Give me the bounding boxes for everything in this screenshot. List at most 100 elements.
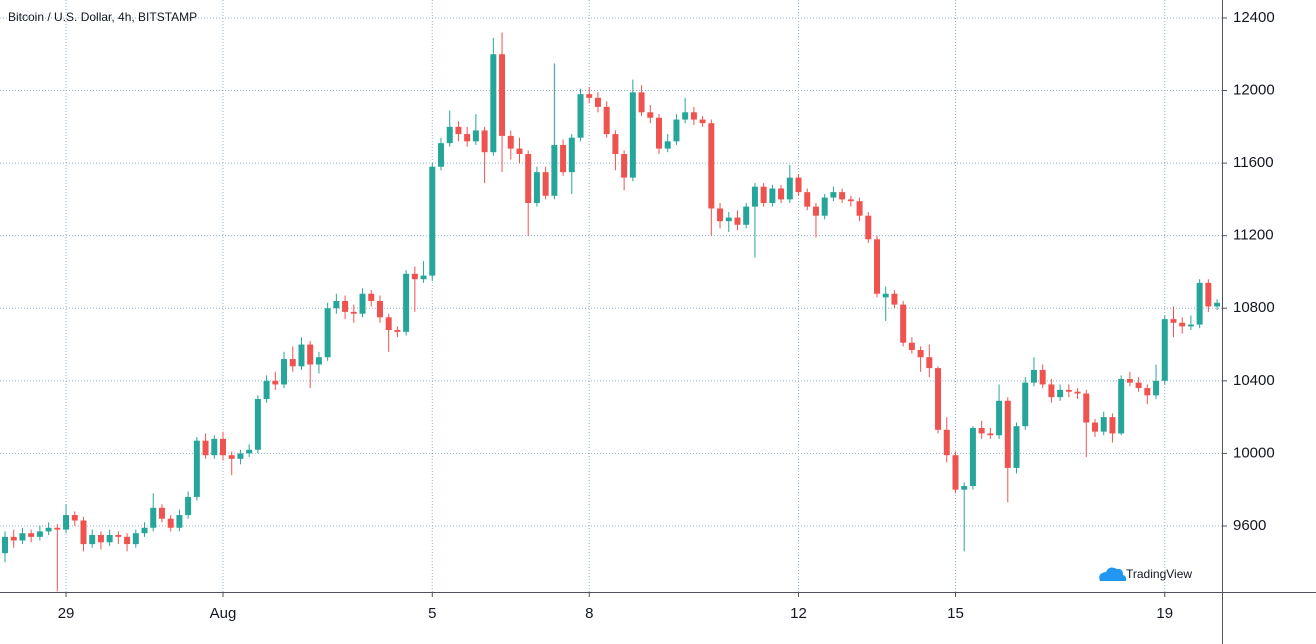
candle-body bbox=[1083, 393, 1090, 423]
candle-body bbox=[1048, 384, 1055, 398]
candle-body bbox=[446, 126, 453, 144]
candle-body bbox=[193, 440, 200, 497]
candle-body bbox=[656, 117, 662, 149]
candle-body bbox=[202, 440, 209, 456]
y-tick-label: 9600 bbox=[1233, 517, 1266, 534]
candle-body bbox=[856, 201, 863, 216]
candle-body bbox=[115, 535, 122, 537]
candle-body bbox=[1065, 389, 1072, 392]
candle-body bbox=[324, 308, 331, 358]
candle-body bbox=[307, 344, 314, 365]
candle-body bbox=[80, 520, 87, 545]
candle-body bbox=[1030, 369, 1037, 383]
y-tick-label: 12400 bbox=[1233, 9, 1275, 26]
candle-body bbox=[158, 507, 165, 519]
y-tick-label: 11600 bbox=[1233, 154, 1274, 171]
candle-body bbox=[2, 536, 8, 554]
candle-body bbox=[917, 349, 924, 358]
candle-body bbox=[952, 455, 959, 490]
candle-body bbox=[1161, 319, 1168, 381]
candle-body bbox=[333, 300, 340, 309]
candle-body bbox=[908, 342, 915, 350]
candle-body bbox=[132, 533, 139, 545]
watermark: TradingView bbox=[1099, 567, 1192, 581]
candle-body bbox=[978, 427, 985, 434]
candle-body bbox=[594, 97, 601, 107]
candle-body bbox=[289, 359, 296, 367]
candle-body bbox=[638, 92, 645, 113]
candle-body bbox=[167, 518, 174, 528]
candle-body bbox=[891, 293, 898, 305]
candle-body bbox=[1013, 426, 1020, 468]
candle-body bbox=[743, 206, 750, 225]
candle-body bbox=[141, 527, 148, 534]
candle-body bbox=[699, 119, 706, 124]
candle-body bbox=[682, 112, 689, 120]
candles bbox=[2, 32, 1221, 592]
candle-body bbox=[664, 141, 671, 149]
candle-body bbox=[1196, 282, 1203, 325]
candle-body bbox=[19, 533, 26, 541]
candle-body bbox=[298, 344, 305, 367]
candle-body bbox=[368, 293, 375, 301]
candle-body bbox=[420, 275, 427, 280]
candle-body bbox=[376, 300, 383, 318]
candle-body bbox=[28, 533, 35, 537]
candle-body bbox=[220, 438, 226, 456]
candle-body bbox=[281, 359, 288, 385]
candle-body bbox=[1092, 422, 1098, 432]
candle-body bbox=[438, 143, 444, 167]
watermark-logo bbox=[1099, 567, 1127, 581]
candle-body bbox=[350, 311, 357, 314]
candle-body bbox=[725, 217, 732, 222]
candle-body bbox=[106, 535, 113, 543]
x-tick-label: 8 bbox=[585, 605, 593, 622]
candle-body bbox=[394, 330, 401, 332]
candle-body bbox=[996, 400, 1003, 436]
candle-body bbox=[228, 455, 235, 459]
candle-body bbox=[1135, 382, 1142, 389]
candle-body bbox=[812, 206, 819, 216]
y-tick-label: 10400 bbox=[1233, 372, 1275, 389]
candle-body bbox=[516, 148, 523, 155]
y-tick-label: 12000 bbox=[1233, 82, 1275, 99]
candle-body bbox=[935, 368, 942, 430]
candle-body bbox=[525, 154, 532, 204]
candle-body bbox=[612, 134, 619, 155]
candle-body bbox=[490, 54, 497, 153]
candle-body bbox=[1170, 319, 1177, 323]
candle-body bbox=[804, 192, 811, 207]
candle-body bbox=[969, 427, 976, 487]
candle-body bbox=[568, 137, 575, 173]
x-tick-label: 29 bbox=[58, 605, 75, 622]
y-tick-label: 10800 bbox=[1233, 299, 1275, 316]
candle-body bbox=[717, 208, 724, 222]
candle-body bbox=[1074, 391, 1081, 394]
candle-body bbox=[1118, 379, 1125, 434]
candle-body bbox=[821, 197, 828, 216]
candle-body bbox=[1126, 379, 1133, 383]
candle-body bbox=[926, 357, 933, 369]
candle-body bbox=[629, 92, 636, 178]
candle-body bbox=[586, 94, 593, 98]
x-tick-label: 19 bbox=[1156, 605, 1173, 622]
candle-body bbox=[246, 449, 253, 454]
candle-body bbox=[900, 304, 907, 343]
candle-body bbox=[647, 112, 654, 118]
candle-body bbox=[760, 186, 767, 204]
candle-body bbox=[533, 172, 540, 204]
candle-body bbox=[185, 496, 192, 516]
candle-body bbox=[1057, 389, 1064, 398]
candle-body bbox=[786, 177, 793, 200]
candle-body bbox=[621, 154, 628, 178]
x-tick-label: 12 bbox=[790, 605, 807, 622]
candle-body bbox=[263, 380, 270, 399]
candle-body bbox=[97, 535, 104, 543]
candle-body bbox=[769, 188, 776, 204]
candle-body bbox=[560, 144, 567, 173]
candle-body bbox=[987, 433, 994, 436]
candle-body bbox=[1153, 380, 1160, 396]
candle-body bbox=[315, 357, 322, 365]
